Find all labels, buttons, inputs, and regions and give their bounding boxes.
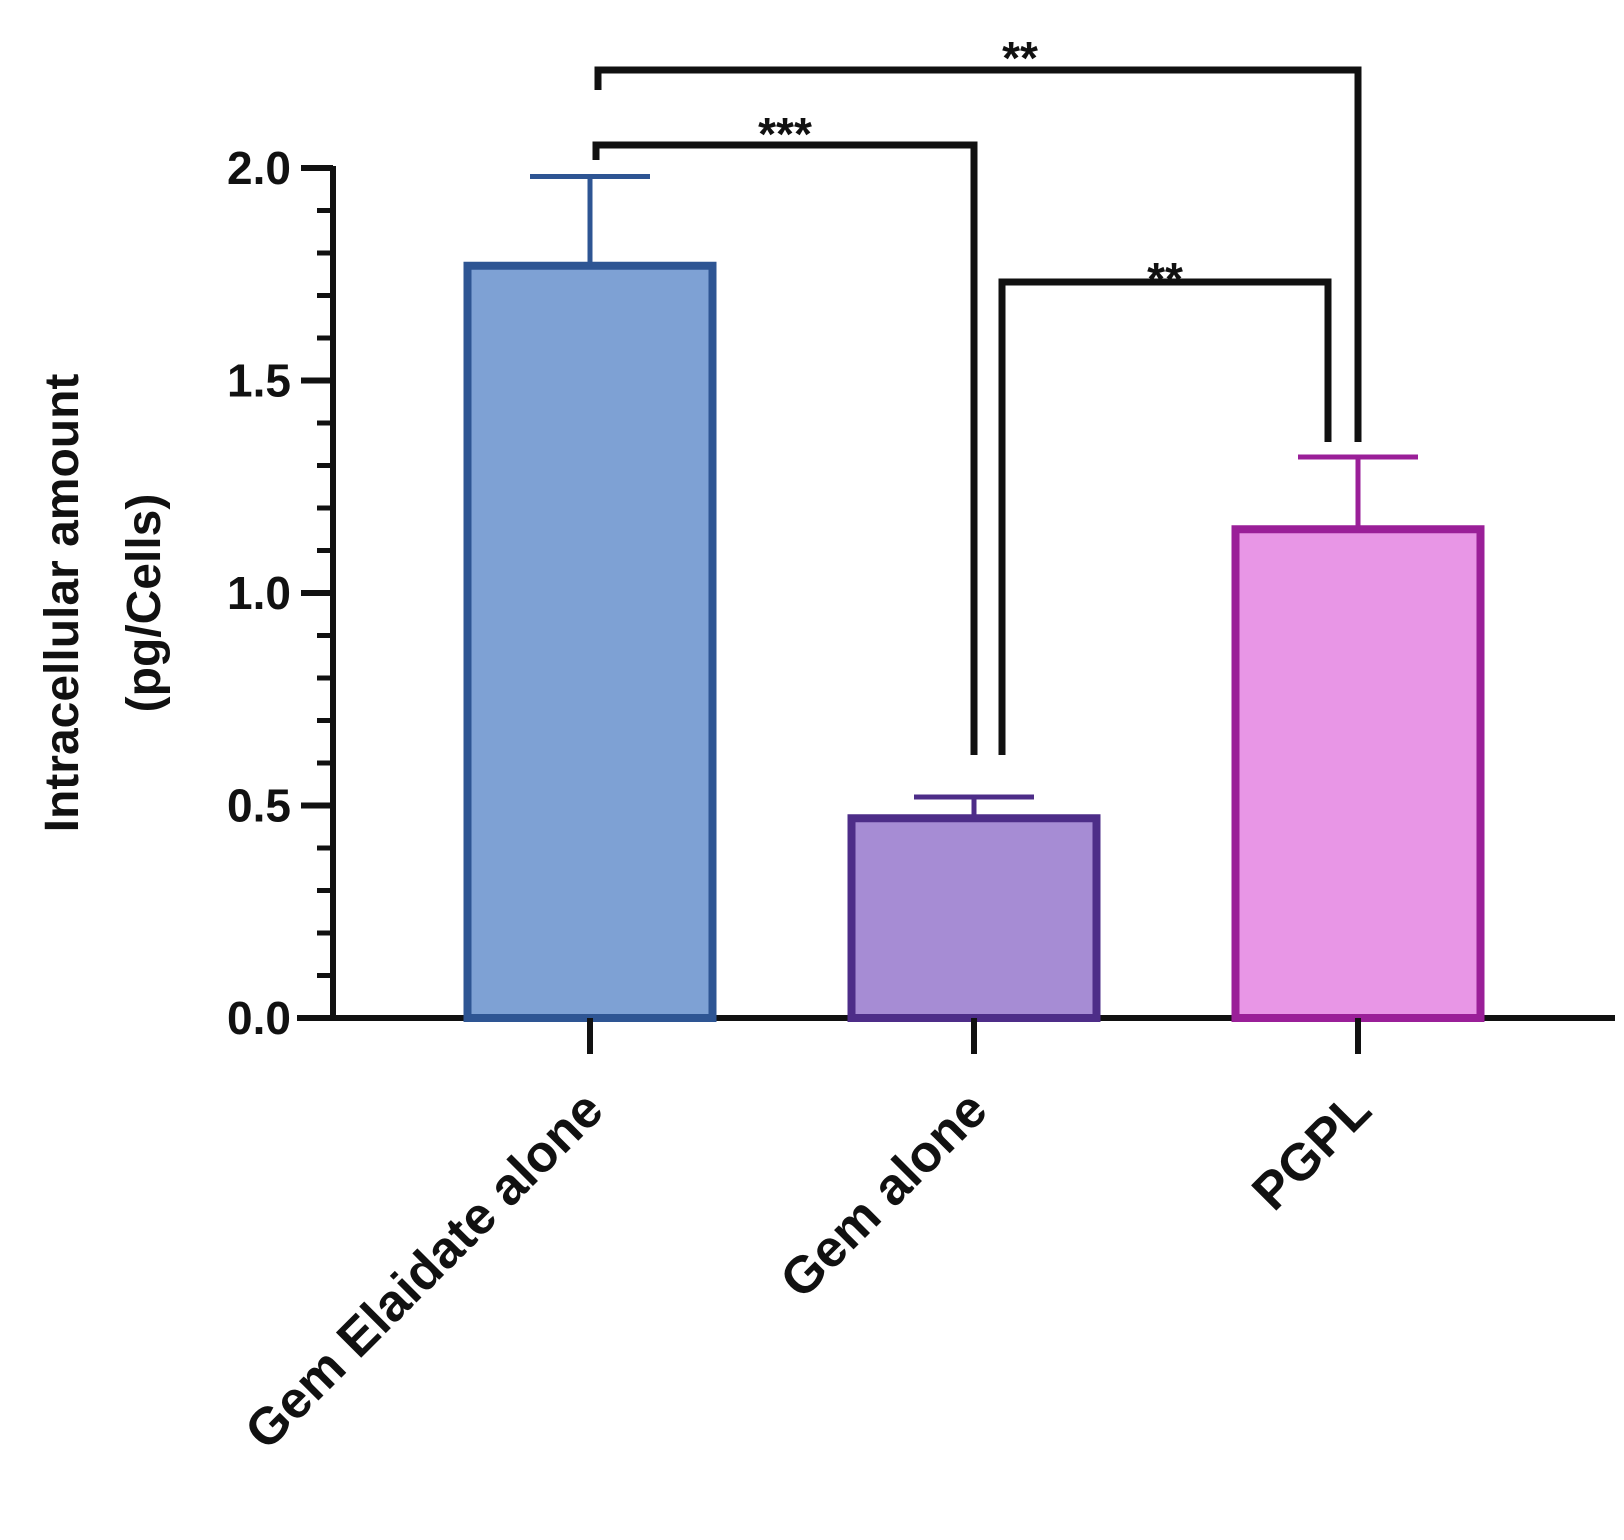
significance-label: ** [1002,32,1038,84]
significance-label: ** [1147,253,1183,305]
significance-label: *** [758,108,812,160]
y-tick-label: 0.5 [227,780,291,832]
significance-brackets: ******* [592,32,1362,755]
y-tick-label: 1.0 [227,567,291,619]
x-tick-label: PGPL [1241,1080,1382,1221]
bar [463,261,717,1022]
significance-bracket [594,66,1362,442]
significance-bracket [592,141,978,755]
bar [847,814,1101,1022]
y-axis-title-line-1: Intracellular amount [36,374,89,833]
x-tick-label: Gem alone [769,1080,998,1309]
y-axis-title-line-2: (pg/Cells) [118,494,171,713]
x-tick-label: Gem Elaidate alone [234,1080,614,1460]
x-axis: Gem Elaidate alone Gem alone PGPL [234,1018,1382,1461]
significance-bracket [998,278,1332,755]
y-axis-title: Intracellular amount (pg/Cells) [36,374,171,833]
y-tick-label: 2.0 [227,142,291,194]
y-tick-label: 1.5 [227,355,291,407]
bars [463,174,1485,1022]
y-tick-label: 0.0 [227,992,291,1044]
y-axis-label: Intracellular amount (pg/Cells) [36,374,171,833]
bar [1231,525,1485,1022]
